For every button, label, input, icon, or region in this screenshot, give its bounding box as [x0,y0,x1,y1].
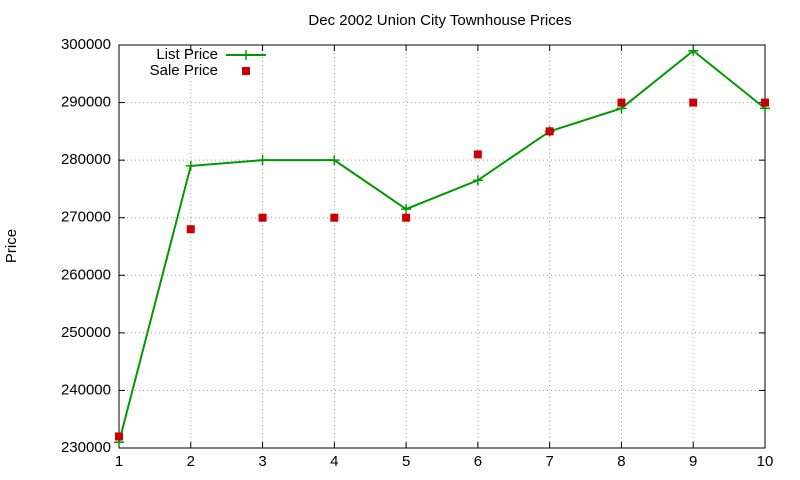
point [545,127,554,136]
legend-label: Sale Price [150,62,218,79]
series-line [118,49,766,443]
point [688,45,699,56]
point [115,432,123,441]
x-tick-label: 2 [187,453,195,470]
x-tick-label: 3 [258,453,266,470]
chart-title: Dec 2002 Union City Townhouse Prices [308,12,571,29]
x-tick-label: 1 [115,453,123,470]
y-tick-label: 260000 [61,266,111,283]
y-tick-label: 270000 [61,209,111,226]
point [186,225,195,234]
y-tick-label: 250000 [61,324,111,341]
y-tick-label: 230000 [61,439,111,456]
plot-frame [118,44,766,449]
x-tick-label: 9 [689,453,697,470]
point [258,213,267,222]
legend-marker [242,67,250,75]
point [257,155,268,166]
point [473,150,482,159]
point [329,155,340,166]
y-axis-label: Price [3,229,20,263]
x-tick-label: 6 [474,453,482,470]
x-tick-label: 4 [330,453,338,470]
point [761,98,769,107]
legend-marker [241,50,251,60]
point [401,204,412,215]
y-tick-label: 280000 [61,151,111,168]
point [689,98,698,107]
x-tick-label: 10 [757,453,774,470]
point [185,160,196,171]
point [472,175,483,186]
x-tick-label: 8 [617,453,625,470]
point [617,98,626,107]
y-tick-label: 290000 [61,94,111,111]
x-tick-label: 7 [545,453,553,470]
legend-label: List Price [156,46,218,63]
y-tick-label: 240000 [61,381,111,398]
y-tick-label: 300000 [61,36,111,53]
point [330,213,339,222]
x-tick-label: 5 [402,453,410,470]
point [402,213,411,222]
